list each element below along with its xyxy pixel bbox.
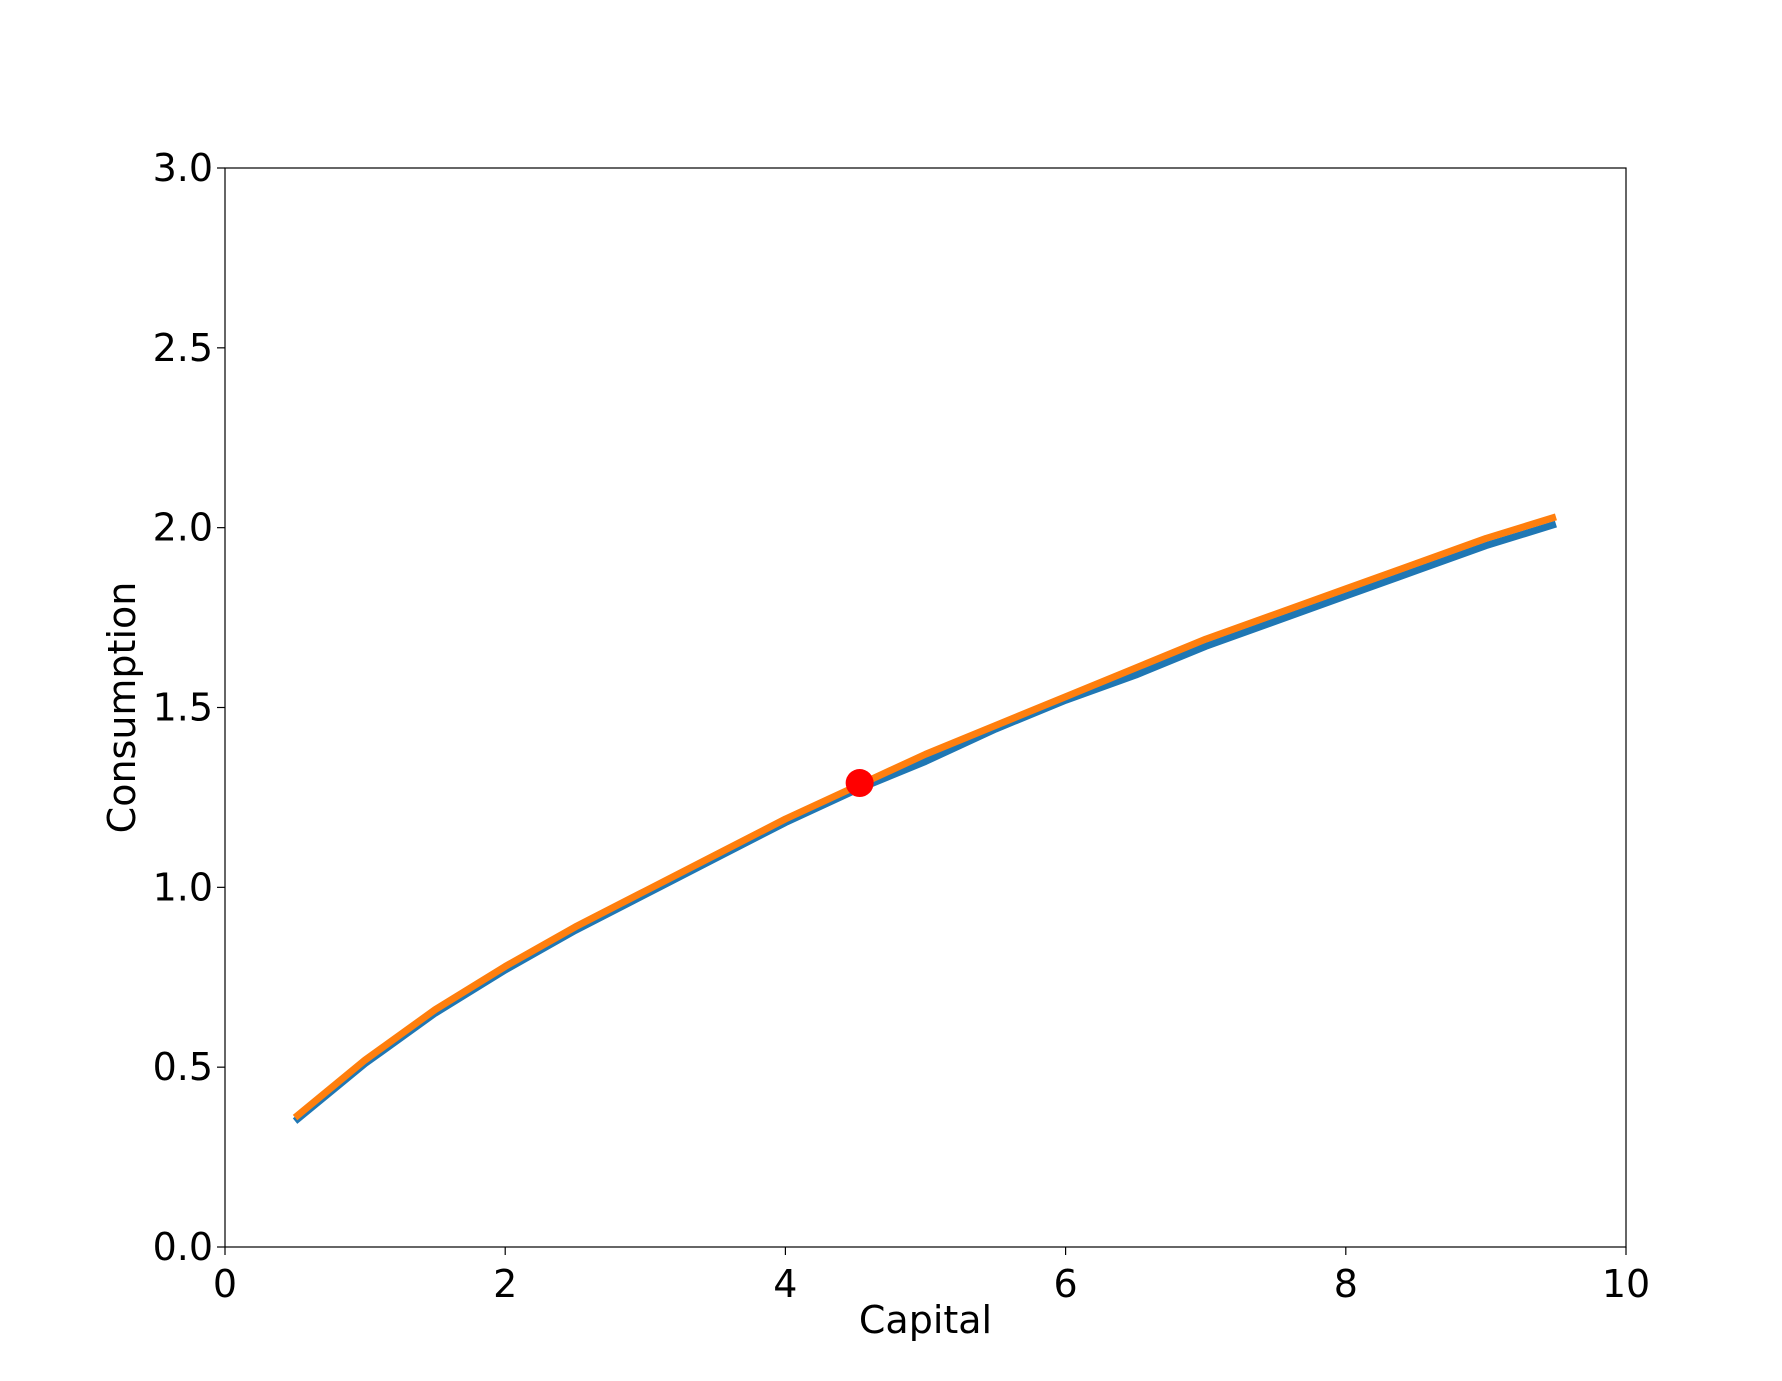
y-tick-label: 2.5 [153, 326, 213, 370]
highlight-point-1 [845, 769, 874, 798]
y-tick-label: 1.5 [153, 686, 213, 730]
x-tick-label: 8 [1334, 1262, 1358, 1306]
x-axis-ticks: 0 2 4 6 8 10 [213, 1247, 1650, 1306]
y-axis-ticks: 0.0 0.5 1.0 1.5 2.0 2.5 3.0 [153, 146, 225, 1269]
series-line-1 [292, 520, 1557, 1124]
x-axis-label: Capital [859, 1298, 992, 1342]
y-tick-label: 1.0 [153, 865, 213, 909]
y-tick-label: 2.0 [153, 506, 213, 550]
x-tick-label: 10 [1602, 1262, 1650, 1306]
x-tick-label: 4 [773, 1262, 797, 1306]
point-layer [845, 769, 874, 798]
plot-area-frame [224, 167, 1627, 1248]
y-tick-label: 3.0 [153, 146, 213, 190]
y-axis-label: Consumption [100, 582, 144, 834]
series-line-2 [292, 513, 1557, 1121]
x-tick-label: 2 [493, 1262, 517, 1306]
y-tick-label: 0.0 [153, 1225, 213, 1269]
y-tick-label: 0.5 [153, 1045, 213, 1089]
x-tick-label: 0 [213, 1262, 237, 1306]
series-layer [292, 513, 1557, 1124]
x-tick-label: 6 [1054, 1262, 1078, 1306]
